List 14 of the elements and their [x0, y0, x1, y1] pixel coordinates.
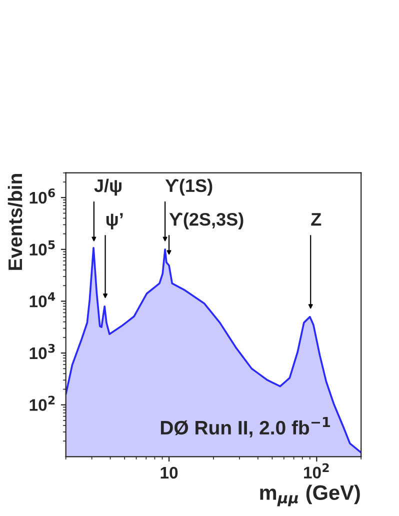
annotation: DØ Run II, 2.0 fb$^{−1}$ [160, 417, 330, 438]
x-tick-label: 10 [160, 466, 178, 479]
annotation: ϒ(2S,3S) [169, 212, 244, 230]
y-axis-title: Events/bin [8, 174, 22, 270]
annotation: J/ψ [94, 178, 122, 196]
annotation: Z [311, 213, 322, 226]
annotation: ψ’ [106, 213, 123, 230]
y-tick-label: 10$^{3}$ [30, 344, 55, 360]
y-tick-label: 10$^{2}$ [30, 396, 55, 411]
y-tick-label: 10$^{4}$ [30, 292, 56, 308]
y-tick-label: 10$^{5}$ [30, 240, 55, 256]
x-axis-title: m$_{μμ}$ (GeV) [260, 484, 360, 506]
y-tick-label: 10$^{6}$ [30, 188, 55, 204]
annotation: ϒ(1S) [165, 178, 212, 196]
